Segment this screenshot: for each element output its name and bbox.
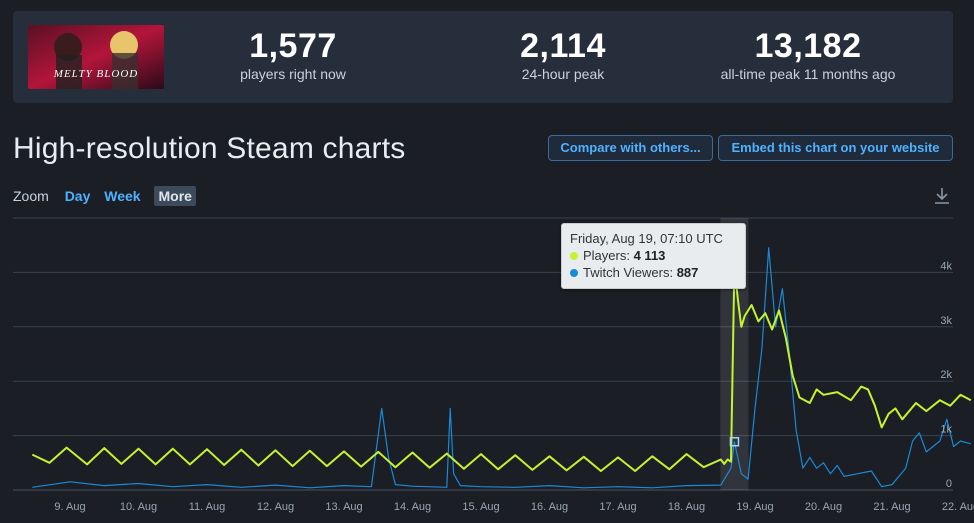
chart-grid [13, 217, 953, 491]
y-tick-label: 4k [940, 260, 952, 272]
players-legend-dot [570, 252, 578, 260]
download-icon[interactable] [932, 186, 952, 206]
chart-tooltip: Friday, Aug 19, 07:10 UTC Players: 4 113… [561, 223, 746, 289]
tooltip-players-row: Players: 4 113 [570, 247, 737, 264]
zoom-week-option[interactable]: Week [104, 188, 141, 204]
x-tick-label: 18. Aug [668, 501, 705, 513]
x-tick-label: 12. Aug [257, 501, 294, 513]
x-tick-label: 16. Aug [531, 501, 568, 513]
tooltip-twitch-label: Twitch Viewers: [583, 265, 674, 280]
all-time-peak-label: all-time peak 11 months ago [720, 66, 896, 82]
twitch-legend-dot [570, 269, 578, 277]
tooltip-players-value: 4 113 [633, 248, 666, 263]
twitch-viewers-series [32, 247, 971, 489]
tooltip-twitch-row: Twitch Viewers: 887 [570, 264, 737, 281]
x-tick-label: 20. Aug [805, 501, 842, 513]
compare-button[interactable]: Compare with others... [548, 135, 713, 161]
zoom-day-option[interactable]: Day [64, 188, 91, 204]
zoom-label: Zoom [13, 188, 49, 204]
tooltip-header: Friday, Aug 19, 07:10 UTC [570, 231, 723, 246]
zoom-controls: Zoom Day Week More [13, 186, 206, 208]
x-tick-label: 21. Aug [873, 501, 910, 513]
y-tick-label: 1k [940, 424, 952, 436]
players-now-stat: 1,577 players right now [213, 27, 373, 83]
embed-button[interactable]: Embed this chart on your website [718, 135, 953, 161]
x-tick-label: 14. Aug [394, 501, 431, 513]
x-axis-labels: 9. Aug 10. Aug 11. Aug 12. Aug 13. Aug 14. Au… [54, 501, 974, 513]
all-time-peak-value: 13,182 [754, 27, 862, 65]
all-time-peak-stat: 13,182 all-time peak 11 months ago [693, 27, 923, 83]
x-tick-label: 11. Aug [189, 501, 226, 513]
x-tick-label: 17. Aug [599, 501, 636, 513]
x-tick-label: 19. Aug [736, 501, 773, 513]
players-now-value: 1,577 [249, 27, 337, 65]
twitch-hover-marker [729, 436, 740, 447]
x-tick-label: 13. Aug [325, 501, 362, 513]
peak-24h-value: 2,114 [520, 27, 606, 65]
tooltip-twitch-value: 887 [676, 265, 699, 280]
x-tick-label: 22. Aug [942, 501, 974, 513]
peak-24h-stat: 2,114 24-hour peak [483, 27, 643, 83]
y-tick-label: 2k [940, 369, 952, 381]
y-tick-label: 0 [946, 478, 952, 490]
game-logo-text: MELTY BLOOD [53, 68, 138, 80]
players-series [31, 265, 972, 472]
x-tick-label: 9. Aug [54, 501, 85, 513]
stats-bar: MELTY BLOOD 1,577 players right now 2,11… [13, 11, 953, 103]
peak-24h-label: 24-hour peak [521, 66, 605, 82]
game-thumbnail[interactable]: MELTY BLOOD [28, 25, 164, 89]
y-tick-label: 3k [940, 315, 952, 327]
x-tick-label: 10. Aug [120, 501, 157, 513]
y-axis-labels: 0 1k 2k 3k 4k [940, 260, 952, 490]
tooltip-players-label: Players: [583, 248, 630, 263]
page-title: High-resolution Steam charts [13, 132, 406, 165]
x-tick-label: 15. Aug [462, 501, 499, 513]
players-now-label: players right now [240, 66, 346, 82]
zoom-more-option[interactable]: More [154, 186, 196, 206]
player-chart[interactable]: 0 1k 2k 3k 4k 9. Aug 10. Aug 11. Aug 12. Aug 13.… [0, 215, 974, 523]
